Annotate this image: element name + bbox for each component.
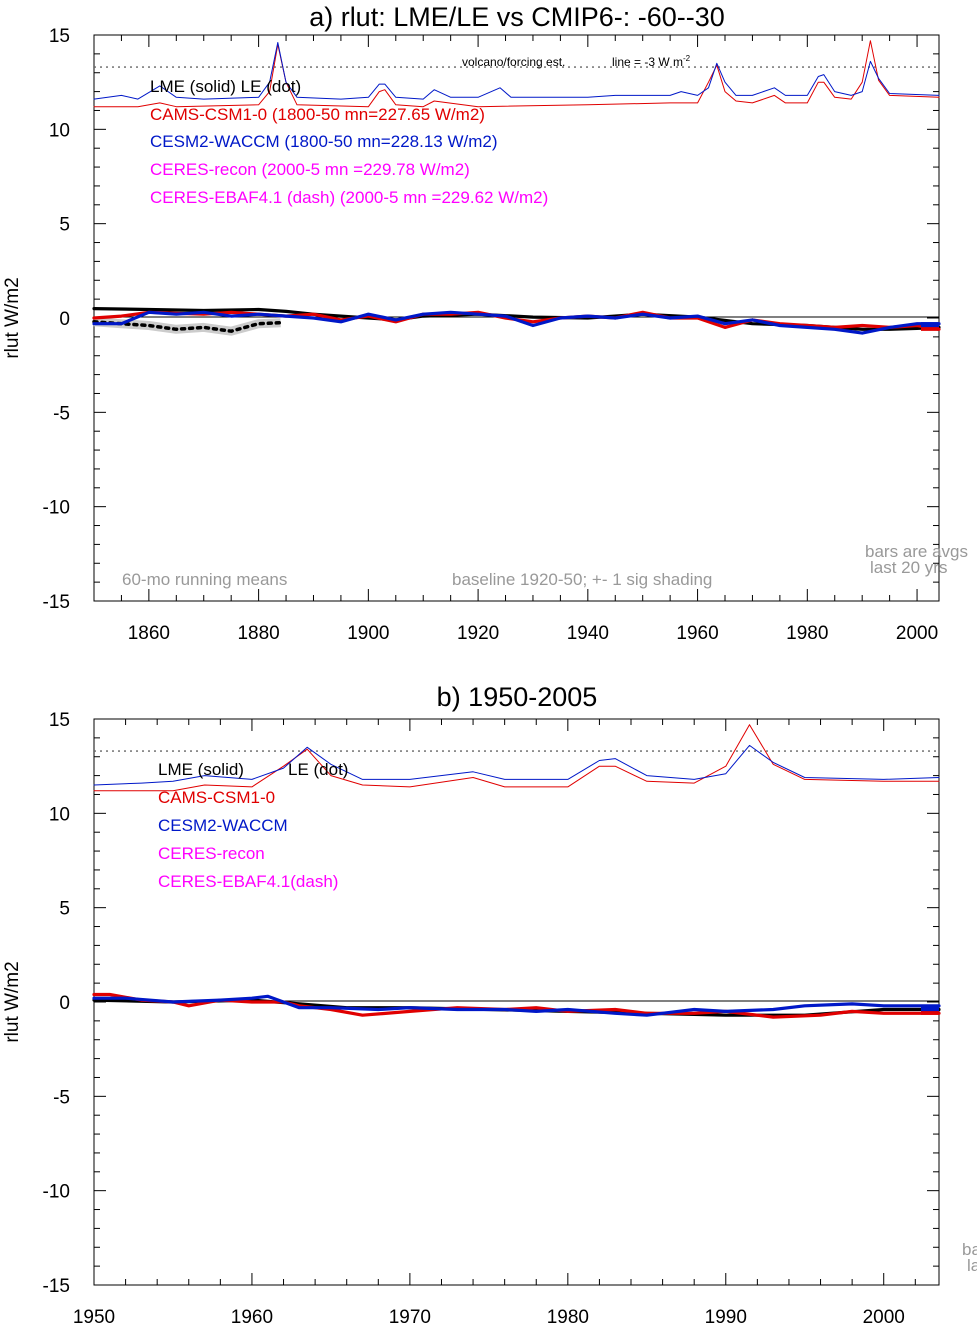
panel-b-legend-lme: LME (solid)	[158, 760, 244, 779]
panel-b-bars-note-2: last 20 yrs	[967, 1256, 977, 1275]
panel-a-bars-note-2: last 20 yrs	[870, 558, 947, 577]
x-tick-label: 1900	[347, 623, 389, 644]
series-line-cesm2-waccm-forcing	[93, 42, 940, 100]
y-tick-label: 15	[49, 26, 70, 47]
x-tick-label: 1950	[73, 1307, 115, 1325]
x-tick-label: 1940	[567, 623, 609, 644]
panel-b-series	[92, 724, 941, 1019]
panel-b-y-tick-labels: 15 10 5 0 -5 -10 -15	[43, 710, 70, 1297]
panel-b-bars-note-1: bars are avgs	[962, 1240, 977, 1259]
panel-a-running-means-note: 60-mo running means	[122, 570, 287, 589]
y-tick-label: 0	[59, 993, 70, 1014]
y-tick-label: -5	[53, 403, 70, 424]
series-line-cams-csm1-0-forcing	[93, 724, 940, 792]
panel-b-title: b) 1950-2005	[437, 682, 598, 712]
y-tick-label: 15	[49, 710, 70, 731]
y-tick-label: -15	[43, 1276, 70, 1297]
y-tick-label: 0	[59, 309, 70, 330]
panel-b: b) 1950-2005 15 10 5 0 -5 -10 -15 1950 1960 1970…	[2, 682, 977, 1325]
panel-b-legend-ceres-recon: CERES-recon	[158, 844, 265, 863]
y-tick-label: 10	[49, 804, 70, 825]
panel-a-line-label: line = -3 W m-2	[612, 54, 691, 69]
x-tick-label: 1920	[457, 623, 499, 644]
panel-a-baseline-note: baseline 1920-50; +- 1 sig shading	[452, 570, 712, 589]
series-line-cams-csm1-0-forcing	[93, 40, 940, 108]
x-tick-label: 1990	[705, 1307, 747, 1325]
y-tick-label: 5	[59, 215, 70, 236]
series-line-le	[92, 320, 283, 333]
y-tick-label: 5	[59, 899, 70, 920]
panel-b-legend-ceres-ebaf: CERES-EBAF4.1(dash)	[158, 872, 338, 891]
panel-a-legend-cesm2: CESM2-WACCM (1800-50 mn=228.13 W/m2)	[150, 132, 498, 151]
panel-a-x-tick-labels: 1860 1880 1900 1920 1940 1960 1980 2000	[128, 623, 938, 644]
panel-a-ticks	[93, 34, 939, 602]
panel-b-legend-cams: CAMS-CSM1-0	[158, 788, 275, 807]
panel-a-series	[92, 40, 941, 336]
panel-a-legend-cams: CAMS-CSM1-0 (1800-50 mn=227.65 W/m2)	[150, 105, 485, 124]
panel-a-legend-lme-le: LME (solid) LE (dot)	[150, 77, 301, 96]
panel-a-volcano-label: volcano/forcing est.	[462, 55, 565, 69]
panel-a-title: a) rlut: LME/LE vs CMIP6-: -60--30	[309, 2, 725, 32]
x-tick-label: 1980	[547, 1307, 589, 1325]
panel-a-bars-note-1: bars are avgs	[865, 542, 968, 561]
x-tick-label: 1860	[128, 623, 170, 644]
panel-b-legend-le: LE (dot)	[288, 760, 348, 779]
series-line-cesm2-waccm	[92, 310, 941, 335]
y-tick-label: -5	[53, 1087, 70, 1108]
y-tick-label: -10	[43, 498, 70, 519]
panel-a-y-axis-label: rlut W/m2	[2, 277, 23, 358]
panel-a-y-tick-labels: 15 10 5 0 -5 -10 -15	[43, 26, 70, 613]
x-tick-label: 2000	[863, 1307, 905, 1325]
panel-a-legend-ceres-recon: CERES-recon (2000-5 mn =229.78 W/m2)	[150, 160, 470, 179]
panel-a-legend-ceres-ebaf: CERES-EBAF4.1 (dash) (2000-5 mn =229.62 …	[150, 188, 548, 207]
x-tick-label: 2000	[896, 623, 938, 644]
panel-b-y-axis-label: rlut W/m2	[2, 961, 23, 1042]
panel-b-x-tick-labels: 1950 1960 1970 1980 1990 2000	[73, 1307, 905, 1325]
series-line-cams-csm1-0	[92, 992, 941, 1019]
x-tick-label: 1960	[676, 623, 718, 644]
y-tick-label: -10	[43, 1182, 70, 1203]
x-tick-label: 1960	[231, 1307, 273, 1325]
y-tick-label: 10	[49, 120, 70, 141]
series-line-cesm2-waccm-forcing	[93, 744, 940, 786]
x-tick-label: 1970	[389, 1307, 431, 1325]
panel-a: a) rlut: LME/LE vs CMIP6-: -60--30 15 10 5…	[2, 2, 968, 644]
y-tick-label: -15	[43, 592, 70, 613]
series-line-cesm2-waccm	[92, 994, 941, 1017]
x-tick-label: 1980	[786, 623, 828, 644]
panel-b-ticks	[93, 718, 939, 1286]
x-tick-label: 1880	[237, 623, 279, 644]
panel-b-legend-cesm2: CESM2-WACCM	[158, 816, 288, 835]
